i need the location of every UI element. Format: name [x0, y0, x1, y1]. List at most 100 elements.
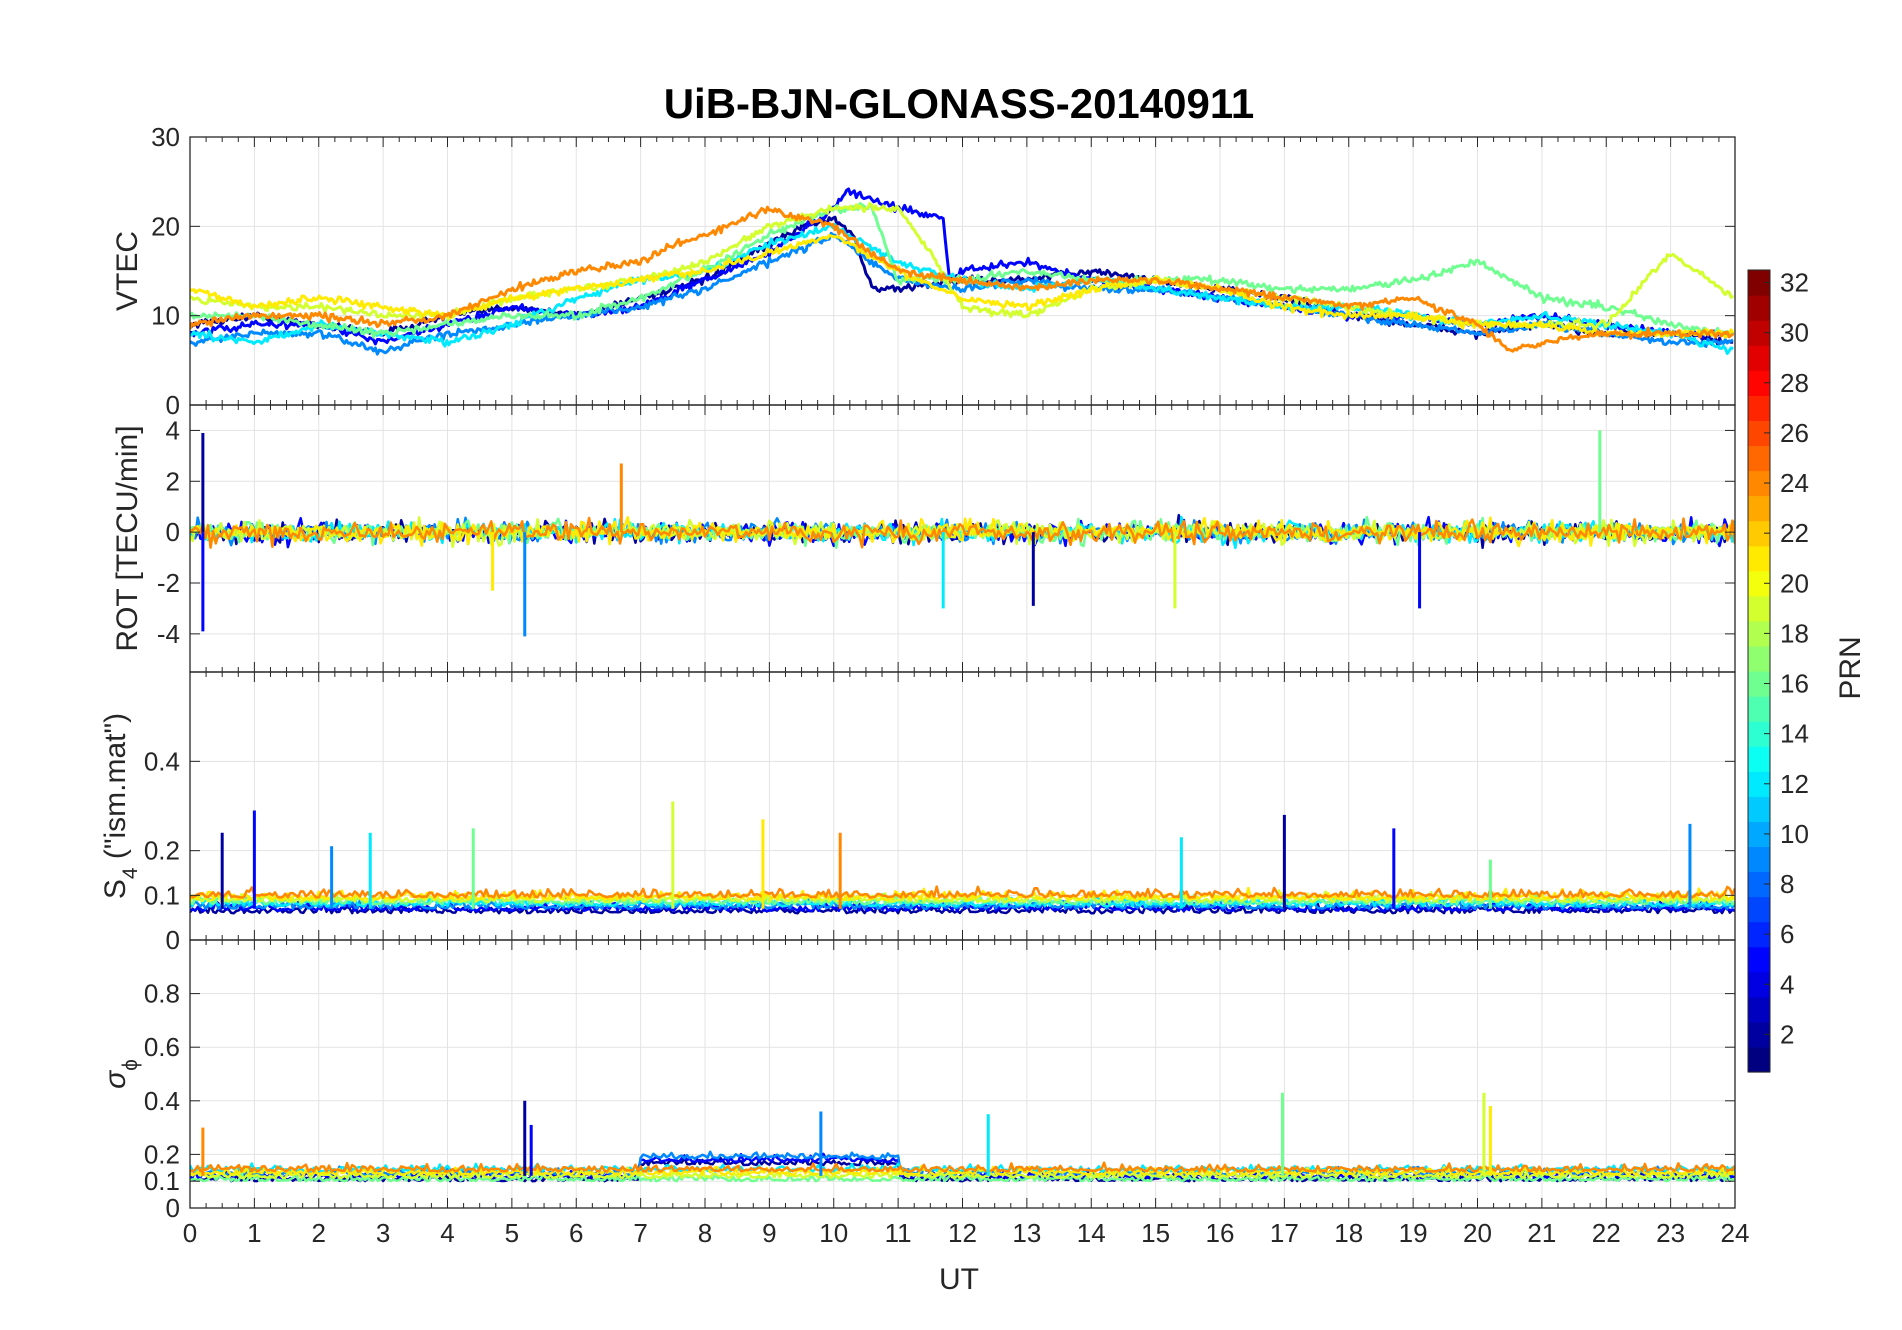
colorbar-segment: [1748, 1046, 1770, 1073]
x-tick-label: 21: [1527, 1218, 1556, 1248]
y-tick-label: 0: [166, 390, 180, 420]
colorbar-tick-label: 32: [1780, 268, 1809, 298]
y-tick-label: 0.2: [144, 1139, 180, 1169]
y-tick-label: 20: [151, 211, 180, 241]
colorbar-segment: [1748, 570, 1770, 597]
x-tick-label: 1: [247, 1218, 261, 1248]
colorbar-segment: [1748, 495, 1770, 522]
colorbar-tick-label: 14: [1780, 719, 1809, 749]
x-tick-label: 9: [762, 1218, 776, 1248]
panel-data: [190, 430, 1735, 637]
x-tick-label: 2: [312, 1218, 326, 1248]
y-label-sub: 4: [119, 867, 142, 879]
y-tick-label: -2: [157, 568, 180, 598]
colorbar-segment: [1748, 320, 1770, 346]
series-line-prn-24: [190, 516, 1735, 549]
x-axis: 0 1 2 3 4 5 6 7 8 9 10 11 12 13 14 15 16 17 18 19 20 21 22 23 24: [183, 1218, 1750, 1248]
colorbar-segment: [1748, 420, 1770, 447]
y-tick-label: 0: [166, 517, 180, 547]
y-tick-label: 4: [166, 415, 180, 445]
colorbar-segment: [1748, 971, 1770, 998]
x-tick-label: 20: [1463, 1218, 1492, 1248]
colorbar-segment: [1748, 821, 1770, 848]
x-tick-label: 22: [1592, 1218, 1621, 1248]
x-tick-label: 3: [376, 1218, 390, 1248]
y-label-main: σ: [99, 1069, 132, 1089]
x-tick-label: 7: [633, 1218, 647, 1248]
colorbar-tick-label: 24: [1780, 468, 1809, 498]
y-tick-label: 10: [151, 301, 180, 331]
colorbar-tick-label: 30: [1780, 318, 1809, 348]
colorbar-tick-label: 10: [1780, 819, 1809, 849]
y-tick-label: 0.8: [144, 979, 180, 1009]
colorbar-segment: [1748, 671, 1770, 697]
x-tick-label: 5: [505, 1218, 519, 1248]
panel-3: 00.10.20.4S4 ("ism.mat"): [99, 671, 1736, 955]
colorbar-segment: [1748, 796, 1770, 822]
colorbar-tick-label: 18: [1780, 618, 1809, 648]
colorbar-segment: [1748, 395, 1770, 421]
colorbar-segment: [1748, 545, 1770, 572]
colorbar-segment: [1748, 295, 1770, 321]
y-tick-label: 2: [166, 466, 180, 496]
colorbar-tick-label: 4: [1780, 969, 1794, 999]
y-axis-label: σϕ: [99, 1059, 142, 1089]
x-tick-label: 10: [819, 1218, 848, 1248]
x-tick-label: 24: [1721, 1218, 1750, 1248]
colorbar-segment: [1748, 746, 1770, 772]
y-label-rest: ("ism.mat"): [99, 713, 132, 868]
y-tick-label: 0.1: [144, 880, 180, 910]
x-tick-label: 15: [1141, 1218, 1170, 1248]
y-label-main: S: [99, 879, 132, 899]
colorbar-label: PRN: [1834, 636, 1867, 699]
panel-data: [190, 187, 1735, 356]
colorbar-tick-label: 26: [1780, 418, 1809, 448]
colorbar-segment: [1748, 921, 1770, 948]
x-tick-label: 0: [183, 1218, 197, 1248]
colorbar-tick-label: 2: [1780, 1019, 1794, 1049]
colorbar-tick-label: 22: [1780, 518, 1809, 548]
y-tick-label: 0: [166, 1193, 180, 1223]
x-tick-label: 13: [1012, 1218, 1041, 1248]
series-line-prn-24: [190, 885, 1735, 899]
colorbar-segment: [1748, 871, 1770, 898]
colorbar-segment: [1748, 696, 1770, 722]
x-tick-label: 12: [948, 1218, 977, 1248]
colorbar-segment: [1748, 270, 1770, 296]
colorbar-tick-label: 8: [1780, 869, 1794, 899]
series-line-prn-24: [190, 205, 1735, 353]
colorbar-tick-label: 6: [1780, 919, 1794, 949]
x-tick-label: 4: [440, 1218, 454, 1248]
series-line-prn-9: [190, 231, 1734, 356]
series-line-prn-19: [190, 202, 1735, 330]
y-axis-label: S4 ("ism.mat"): [99, 713, 142, 899]
series-line-prn-2: [190, 1156, 1735, 1183]
colorbar-tick-label: 28: [1780, 368, 1809, 398]
colorbar-segment: [1748, 1021, 1770, 1048]
colorbar-segment: [1748, 620, 1770, 647]
y-tick-label: 0.6: [144, 1032, 180, 1062]
colorbar-segment: [1748, 946, 1770, 973]
colorbar-segment: [1748, 996, 1770, 1023]
colorbar-frame: [1747, 269, 1771, 1073]
x-tick-label: 16: [1206, 1218, 1235, 1248]
x-tick-label: 19: [1399, 1218, 1428, 1248]
x-tick-label: 17: [1270, 1218, 1299, 1248]
series-line-prn-9: [190, 896, 1735, 910]
colorbar-segment: [1748, 520, 1770, 547]
colorbar-tick-label: 16: [1780, 669, 1809, 699]
colorbar-tick-label: 20: [1780, 568, 1809, 598]
colorbar-segment: [1748, 370, 1770, 396]
y-label-sub: ϕ: [119, 1059, 142, 1071]
series-line-prn-9: [190, 1150, 1735, 1177]
series-line-prn-12: [190, 1162, 1735, 1173]
y-axis-label: ROT [TECU/min]: [111, 425, 144, 651]
panel-2: -4 -2 0 2 4 ROT [TECU/min]: [111, 404, 1736, 673]
y-tick-label: 0.4: [144, 746, 180, 776]
x-tick-label: 18: [1334, 1218, 1363, 1248]
y-axis-label: VTEC: [111, 231, 144, 311]
colorbar-segment: [1748, 846, 1770, 873]
